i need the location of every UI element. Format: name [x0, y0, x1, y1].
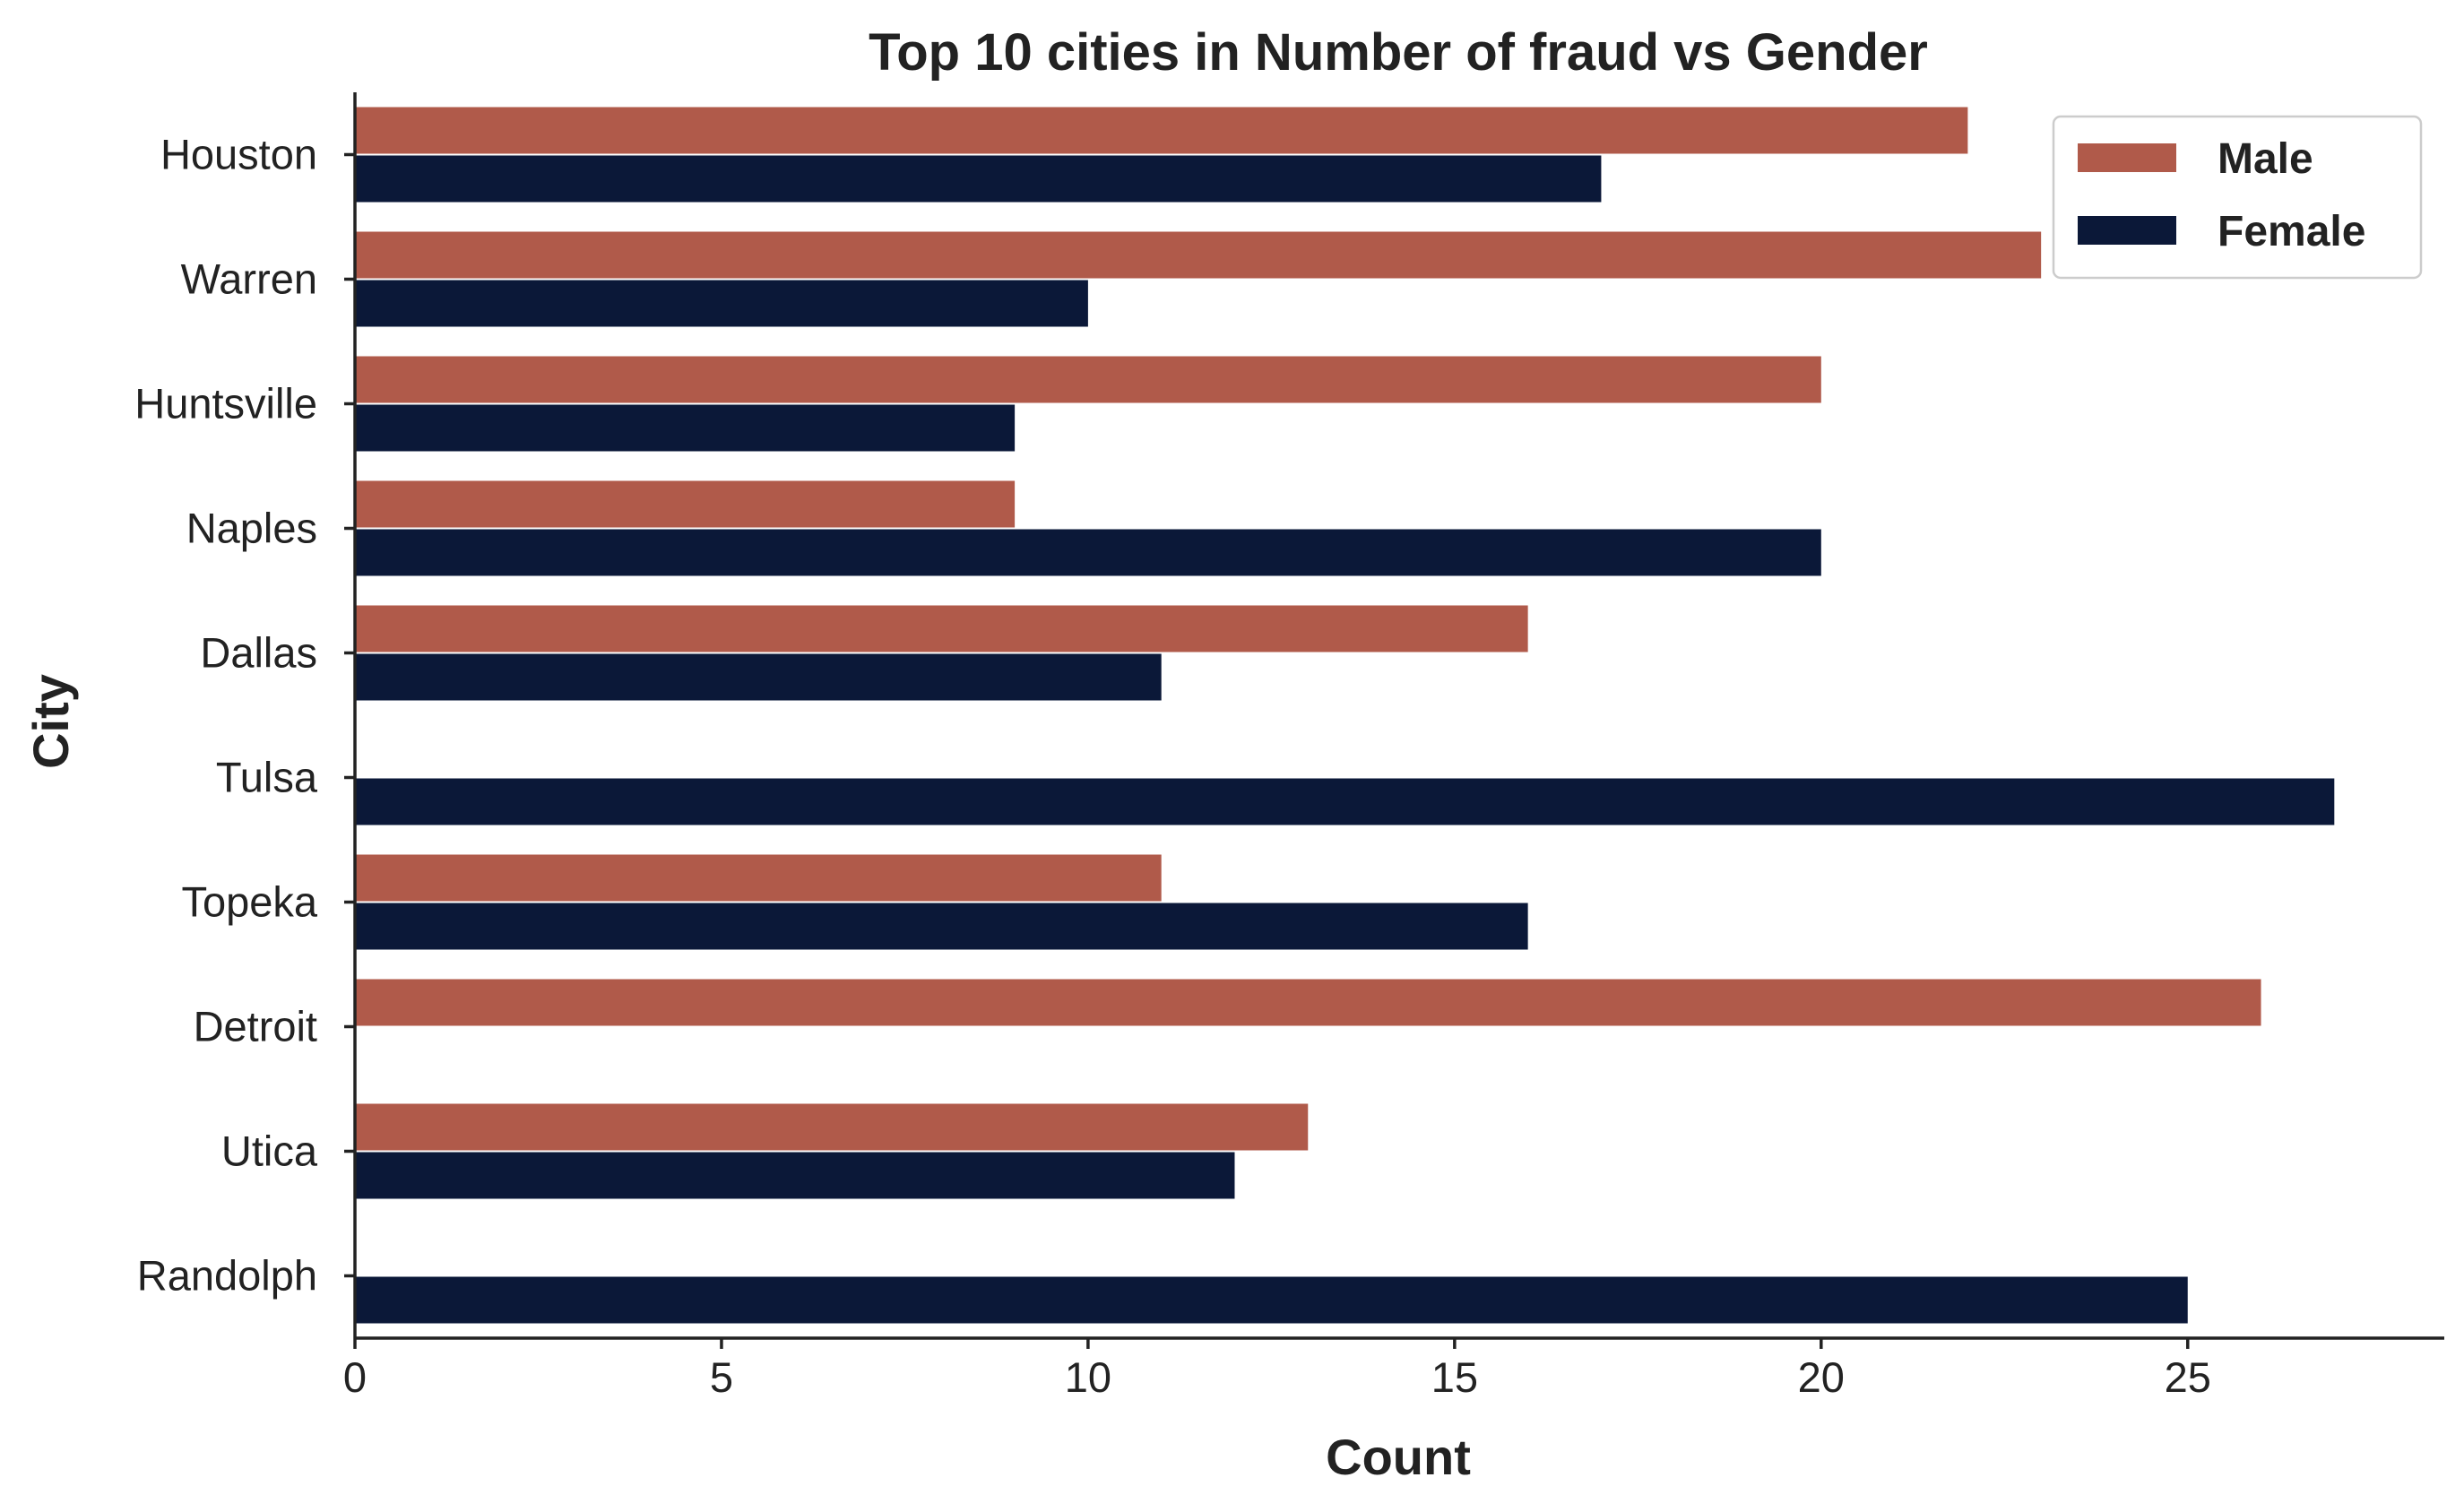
bar-female-huntsville [355, 404, 1016, 452]
legend-label-male: Male [2218, 135, 2313, 183]
bar-female-randolph [355, 1276, 2188, 1324]
x-tick-label: 5 [710, 1353, 733, 1401]
y-tick-label: Dallas [200, 629, 317, 677]
bar-female-dallas [355, 653, 1162, 701]
bar-female-topeka [355, 903, 1528, 950]
chart-title: Top 10 cities in Number of fraud vs Gend… [869, 23, 1928, 82]
y-tick-label: Warren [181, 255, 317, 303]
y-ticks: Houston Warren Huntsville Naples Dallas Tulsa… [134, 131, 355, 1300]
bars [355, 107, 2335, 1324]
x-ticks: 0 5 10 15 20 25 [343, 1338, 2211, 1401]
x-axis-label: Count [1326, 1429, 1471, 1485]
legend-swatch-male [2078, 143, 2176, 172]
bar-female-naples [355, 529, 1821, 576]
bar-male-detroit [355, 979, 2261, 1026]
bar-male-naples [355, 480, 1016, 528]
y-tick-label: Randolph [137, 1252, 317, 1300]
bar-female-houston [355, 155, 1602, 203]
x-tick-label: 20 [1798, 1353, 1845, 1401]
bar-female-utica [355, 1152, 1235, 1199]
y-tick-label: Houston [160, 131, 317, 178]
bar-male-warren [355, 231, 2042, 279]
y-tick-label: Naples [186, 505, 317, 552]
legend: Male Female [2052, 115, 2423, 280]
y-tick-label: Huntsville [134, 380, 317, 428]
x-tick-label: 15 [1431, 1353, 1478, 1401]
legend-swatch-female [2078, 216, 2176, 245]
bar-male-dallas [355, 605, 1528, 652]
y-tick-label: Topeka [181, 878, 317, 926]
x-tick-label: 0 [343, 1353, 367, 1401]
bar-male-huntsville [355, 356, 1821, 403]
y-tick-label: Utica [221, 1128, 318, 1175]
bar-male-topeka [355, 854, 1162, 902]
bar-male-utica [355, 1103, 1309, 1151]
bar-female-warren [355, 280, 1088, 327]
legend-label-female: Female [2218, 208, 2365, 255]
bar-female-tulsa [355, 778, 2335, 825]
y-tick-label: Detroit [194, 1003, 317, 1050]
x-tick-label: 25 [2165, 1353, 2211, 1401]
x-tick-label: 10 [1065, 1353, 1111, 1401]
y-tick-label: Tulsa [216, 754, 318, 801]
y-axis-label: City [22, 674, 79, 769]
bar-male-houston [355, 107, 1968, 154]
